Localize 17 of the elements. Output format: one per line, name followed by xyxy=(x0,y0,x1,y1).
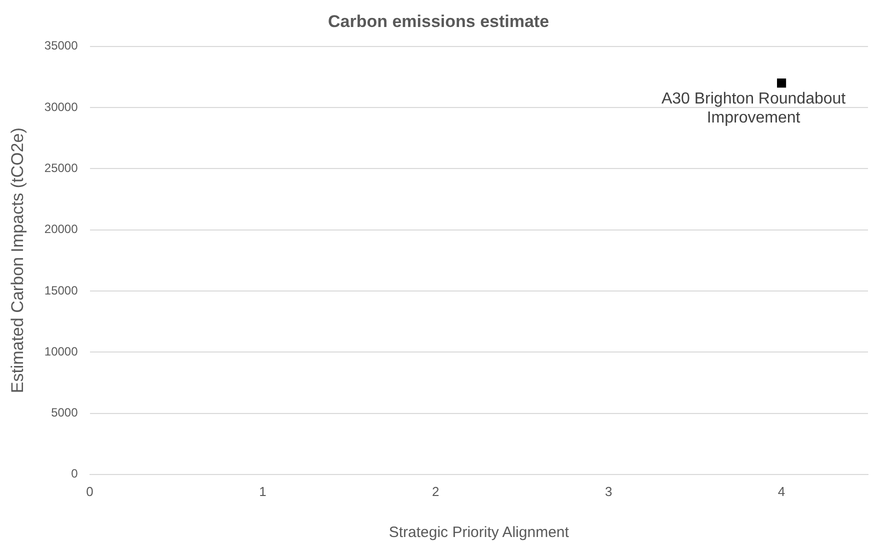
y-tick-label: 5000 xyxy=(51,406,78,420)
x-tick-label: 4 xyxy=(778,484,786,499)
y-tick-label: 15000 xyxy=(44,283,78,298)
x-tick-label: 0 xyxy=(86,484,94,499)
x-tick-label: 3 xyxy=(604,484,612,499)
y-tick-label: 20000 xyxy=(44,222,78,236)
y-tick-label: 10000 xyxy=(44,344,78,358)
y-tick-label: 0 xyxy=(71,466,78,481)
y-tick-label: 35000 xyxy=(44,38,78,53)
y-tick-label: 25000 xyxy=(44,161,78,175)
x-tick-label: 2 xyxy=(432,484,440,499)
y-tick-label: 30000 xyxy=(44,100,78,114)
chart-title: Carbon emissions estimate xyxy=(328,12,550,31)
x-axis-title: Strategic Priority Alignment xyxy=(388,524,570,542)
annotation: A30 Brighton Roundabout Improvement xyxy=(661,90,846,126)
x-tick-label: 1 xyxy=(259,484,266,499)
y-axis-title: Estimated Carbon Impacts (tCO2e) xyxy=(8,128,27,394)
